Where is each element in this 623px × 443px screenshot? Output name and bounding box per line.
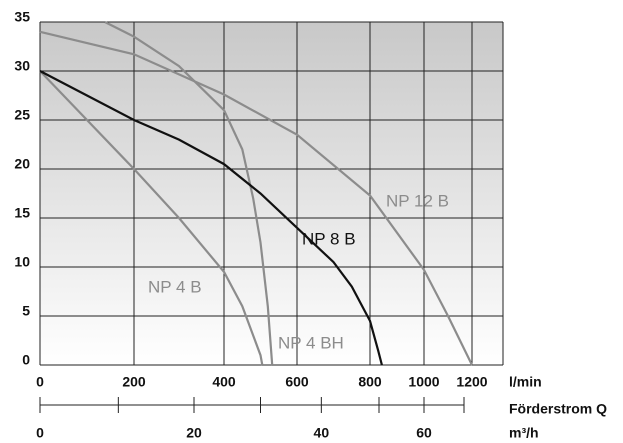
x-tick-label: 600 (285, 374, 309, 390)
y-tick-label: 25 (14, 107, 30, 123)
curve-label: NP 4 BH (278, 333, 344, 352)
x-tick-label: 200 (122, 374, 146, 390)
curve (39, 30, 473, 366)
x-tick-label: 0 (36, 374, 44, 390)
x-tick-label: 400 (212, 374, 236, 390)
plot-background (40, 22, 503, 365)
x2-tick-label: 60 (416, 425, 432, 441)
y-tick-label: 35 (14, 9, 30, 25)
curve-label: NP 8 B (302, 229, 356, 248)
x-tick-label: 1000 (408, 374, 439, 390)
y-tick-label: 20 (14, 156, 30, 172)
x2-axis-label: Förderstrom Q (509, 401, 607, 417)
x2-unit-label: m³/h (509, 425, 539, 441)
x-tick-label: 1200 (456, 374, 487, 390)
x-tick-label: 800 (358, 374, 382, 390)
y-tick-label: 10 (14, 254, 30, 270)
y-tick-label: 0 (22, 352, 30, 368)
curve-label: NP 4 B (148, 277, 202, 296)
x2-tick-label: 40 (314, 425, 330, 441)
y-tick-label: 15 (14, 205, 30, 221)
curve (39, 70, 264, 366)
y-tick-label: 5 (22, 303, 30, 319)
curve-label: NP 12 B (386, 191, 449, 210)
x2-tick-label: 0 (36, 425, 44, 441)
curve (104, 21, 274, 366)
curve (39, 70, 383, 366)
x2-tick-label: 20 (186, 425, 202, 441)
y-tick-label: 30 (14, 58, 30, 74)
x-axis-label: l/min (509, 374, 542, 390)
